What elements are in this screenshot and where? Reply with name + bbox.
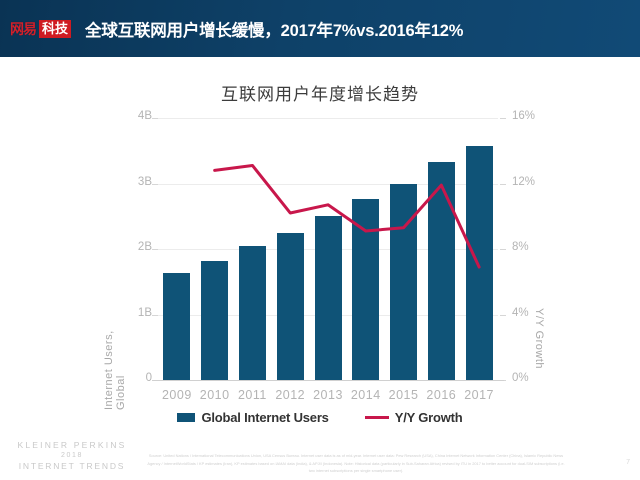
- bar: [314, 215, 342, 380]
- legend-label-bars: Global Internet Users: [201, 410, 329, 425]
- header-bar: 网易 科技 全球互联网用户增长缓慢，2017年7%vs.2016年12%: [0, 0, 640, 57]
- legend-label-line: Y/Y Growth: [394, 410, 463, 425]
- bar: [465, 145, 493, 380]
- y-tick-left: 0: [145, 372, 152, 384]
- x-axis-line: [152, 380, 504, 381]
- y-axis-label-right: Y/Y Growth: [533, 308, 545, 370]
- source-note: Source: United Nations / International T…: [147, 453, 565, 473]
- legend-item-line: Y/Y Growth: [364, 410, 463, 425]
- bar: [201, 261, 229, 380]
- x-tick-label: 2015: [388, 388, 419, 402]
- legend-line-swatch-icon: [364, 416, 389, 419]
- bar: [163, 273, 191, 380]
- x-tick-label: 2017: [464, 388, 495, 402]
- logo-secondary-badge: 科技: [39, 19, 72, 38]
- y-tickmark-left: [152, 314, 158, 316]
- y-tick-left: 3B: [137, 175, 152, 188]
- y-tick-right: 4%: [512, 306, 529, 319]
- netease-tech-logo: 网易 科技: [10, 19, 72, 38]
- x-tick-label: 2012: [275, 388, 306, 402]
- page-number: 7: [626, 459, 630, 466]
- brand-year: 2018: [61, 452, 83, 460]
- y-tickmark-right: [500, 249, 506, 250]
- x-tick-label: 2011: [237, 388, 267, 402]
- plot-area: [158, 118, 498, 380]
- growth-line: [213, 163, 481, 269]
- y-tick-left: 2B: [137, 241, 152, 253]
- x-tick-label: 2010: [199, 388, 230, 402]
- y-tick-right: 16%: [512, 110, 536, 122]
- brand-name: KLEINER PERKINS: [17, 439, 127, 450]
- line-series: [213, 163, 481, 269]
- legend-item-bars: Global Internet Users: [177, 410, 329, 425]
- bar: [238, 245, 266, 380]
- y-tickmark-right: [500, 314, 506, 316]
- y-tickmark-left: [152, 118, 158, 119]
- gridline: [158, 118, 498, 119]
- y-tickmark-left: [152, 183, 158, 185]
- x-tick-label: 2014: [350, 388, 381, 402]
- bar: [427, 161, 455, 380]
- y-tickmark-right: [500, 118, 506, 119]
- chart-title: 互联网用户年度增长趋势: [221, 85, 419, 104]
- y-tick-right: 12%: [512, 175, 536, 188]
- page-title: 全球互联网用户增长缓慢，2017年7%vs.2016年12%: [85, 21, 464, 40]
- logo-primary-text: 网易: [10, 20, 37, 37]
- x-tick-label: 2013: [313, 388, 343, 402]
- x-tick-label: 2016: [426, 388, 457, 402]
- brand-report: INTERNET TRENDS: [18, 460, 126, 471]
- y-tick-right: 8%: [512, 241, 529, 253]
- chart-legend: Global Internet Users Y/Y Growth: [0, 410, 640, 425]
- y-tick-right: 0%: [512, 372, 529, 384]
- y-tickmark-left: [152, 249, 158, 250]
- y-tick-left: 1B: [137, 306, 152, 319]
- x-tick-label: 2009: [161, 388, 192, 402]
- footer: KLEINER PERKINS 2018 INTERNET TRENDS Sou…: [0, 435, 640, 480]
- legend-bar-swatch-icon: [177, 413, 196, 422]
- chart-canvas: Internet Users, Global Y/Y Growth 0 1B 2B 3…: [0, 110, 640, 410]
- y-tick-left: 4B: [137, 110, 152, 122]
- bar: [276, 233, 304, 380]
- y-tickmark-right: [500, 183, 506, 185]
- kleiner-perkins-logo: KLEINER PERKINS 2018 INTERNET TRENDS: [8, 440, 136, 472]
- gridline: [158, 183, 498, 185]
